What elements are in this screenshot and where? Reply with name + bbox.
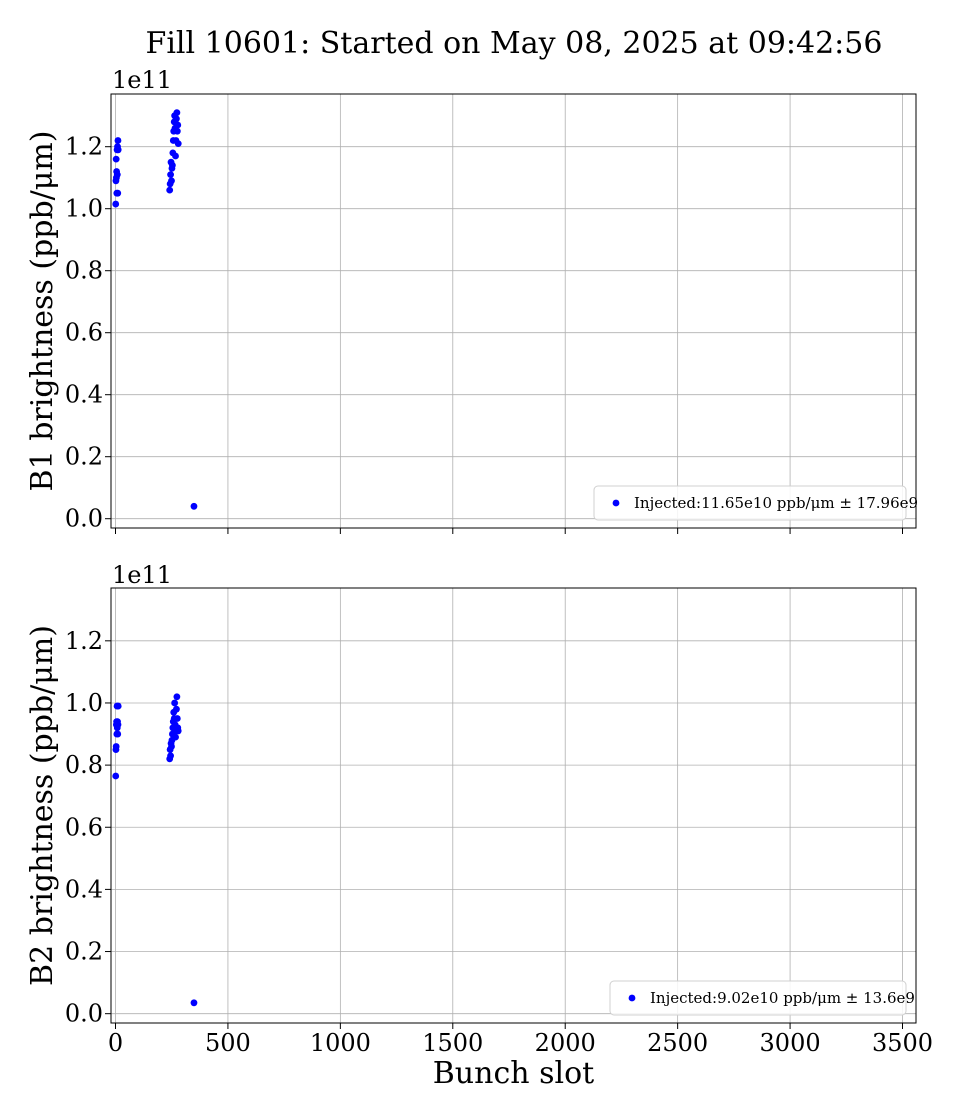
x-tick-label: 1500 bbox=[422, 1029, 483, 1057]
y-tick-label: 1.2 bbox=[65, 133, 103, 161]
data-point bbox=[173, 109, 181, 116]
data-point bbox=[190, 999, 198, 1007]
data-point bbox=[168, 161, 176, 169]
panel-2: 0 500 1000 1500 2000 2500 3000 3500 0.0 0.2 0.4 0.6… bbox=[25, 561, 933, 1091]
x-tick-label: 0 bbox=[108, 1029, 123, 1057]
legend-box bbox=[593, 485, 907, 521]
data-point bbox=[174, 727, 182, 735]
data-point bbox=[113, 171, 121, 179]
y-axis-label: B1 brightness (ppb/μm) bbox=[25, 131, 60, 492]
data-point bbox=[173, 705, 180, 713]
series-1 bbox=[112, 109, 198, 510]
y-tick-label: 0.4 bbox=[65, 875, 103, 903]
legend-box bbox=[609, 980, 907, 1016]
x-tick-label: 3500 bbox=[872, 1029, 933, 1057]
data-point bbox=[167, 171, 174, 179]
y-offset-label: 1e11 bbox=[112, 66, 172, 94]
data-point bbox=[174, 140, 182, 148]
plot-frame bbox=[110, 587, 917, 1024]
x-tick-label: 3000 bbox=[760, 1029, 821, 1057]
data-point bbox=[173, 715, 181, 722]
data-point bbox=[190, 502, 198, 510]
data-point bbox=[167, 752, 174, 760]
legend-marker bbox=[612, 499, 620, 507]
data-point bbox=[112, 772, 120, 780]
legend-entry: Injected:11.65e10 ppb/μm ± 17.96e9 bbox=[634, 494, 918, 512]
y-tick-label: 1.2 bbox=[65, 627, 103, 655]
data-point bbox=[114, 146, 122, 154]
plot-frame bbox=[110, 93, 917, 529]
data-point bbox=[114, 189, 122, 197]
data-point bbox=[114, 721, 122, 729]
data-point bbox=[172, 152, 179, 160]
y-tick-label: 0.0 bbox=[65, 1000, 103, 1028]
data-point bbox=[173, 693, 181, 701]
data-point bbox=[174, 121, 182, 129]
data-point bbox=[172, 733, 179, 741]
y-tick-label: 1.0 bbox=[65, 689, 103, 717]
y-tick-label: 1.0 bbox=[65, 195, 103, 223]
y-tick-label: 0.0 bbox=[65, 505, 103, 533]
legend: Injected:9.02e10 ppb/μm ± 13.6e9 bbox=[609, 980, 915, 1016]
y-tick-label: 0.4 bbox=[65, 381, 103, 409]
y-tick-label: 0.8 bbox=[65, 751, 103, 779]
panel-1: 0.0 0.2 0.4 0.6 0.8 1.0 1.2 1e11 B1 brightness (… bbox=[25, 66, 918, 534]
data-point bbox=[166, 186, 174, 194]
y-tick-label: 0.6 bbox=[65, 319, 103, 347]
x-tick-label: 2500 bbox=[647, 1029, 708, 1057]
x-axis-label: Bunch slot bbox=[433, 1056, 594, 1091]
data-point bbox=[168, 743, 175, 750]
series-1 bbox=[112, 693, 198, 1007]
legend-entry: Injected:9.02e10 ppb/μm ± 13.6e9 bbox=[650, 989, 915, 1007]
data-point bbox=[112, 200, 120, 208]
y-offset-label: 1e11 bbox=[112, 561, 172, 589]
legend: Injected:11.65e10 ppb/μm ± 17.96e9 bbox=[593, 485, 918, 521]
data-point bbox=[114, 137, 122, 144]
data-point bbox=[168, 177, 175, 185]
data-point bbox=[114, 702, 122, 710]
data-point bbox=[171, 699, 179, 707]
x-tick-label: 2000 bbox=[535, 1029, 596, 1057]
legend-marker bbox=[628, 994, 636, 1002]
y-tick-label: 0.2 bbox=[65, 443, 103, 471]
x-tick-label: 1000 bbox=[310, 1029, 371, 1057]
x-tick-label: 500 bbox=[205, 1029, 251, 1057]
y-tick-label: 0.2 bbox=[65, 938, 103, 966]
data-point bbox=[114, 730, 122, 738]
data-point bbox=[173, 115, 180, 123]
panels: 0.0 0.2 0.4 0.6 0.8 1.0 1.2 1e11 B1 brightness (… bbox=[25, 66, 933, 1091]
data-point bbox=[112, 155, 120, 163]
chart-title: Fill 10601: Started on May 08, 2025 at 0… bbox=[146, 26, 883, 61]
y-axis-label: B2 brightness (ppb/μm) bbox=[25, 625, 60, 986]
y-tick-label: 0.8 bbox=[65, 257, 103, 285]
y-tick-label: 0.6 bbox=[65, 813, 103, 841]
data-point bbox=[173, 127, 181, 135]
data-point bbox=[112, 743, 120, 750]
